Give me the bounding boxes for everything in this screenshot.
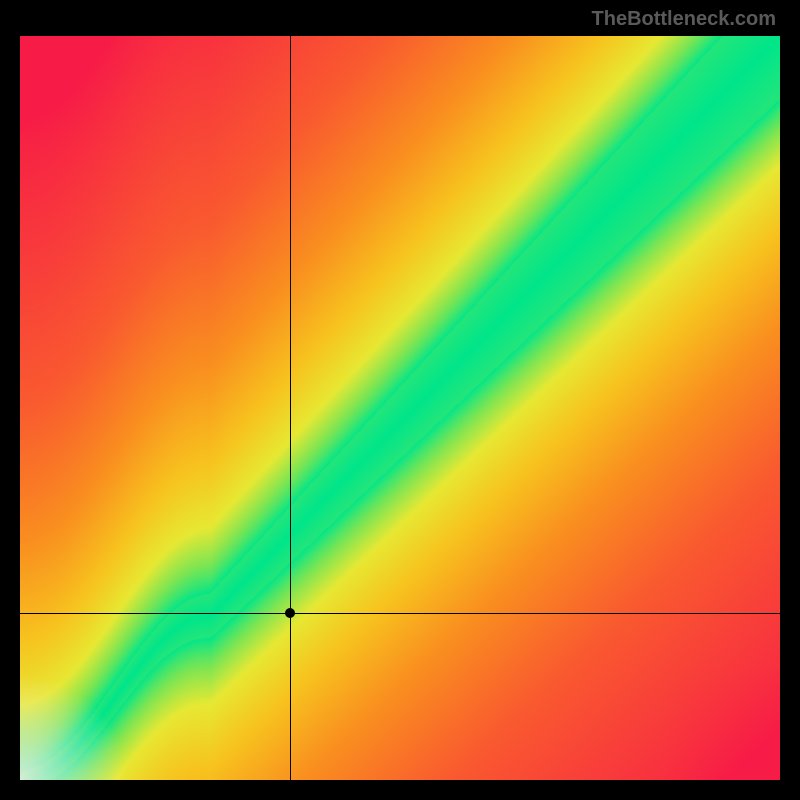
crosshair-vertical: [290, 36, 291, 780]
crosshair-horizontal: [20, 613, 780, 614]
crosshair-marker: [285, 608, 295, 618]
heatmap-canvas: [20, 36, 780, 780]
heatmap-plot-area: [20, 36, 780, 780]
watermark-text: TheBottleneck.com: [592, 8, 776, 31]
chart-container: TheBottleneck.com: [0, 0, 800, 800]
